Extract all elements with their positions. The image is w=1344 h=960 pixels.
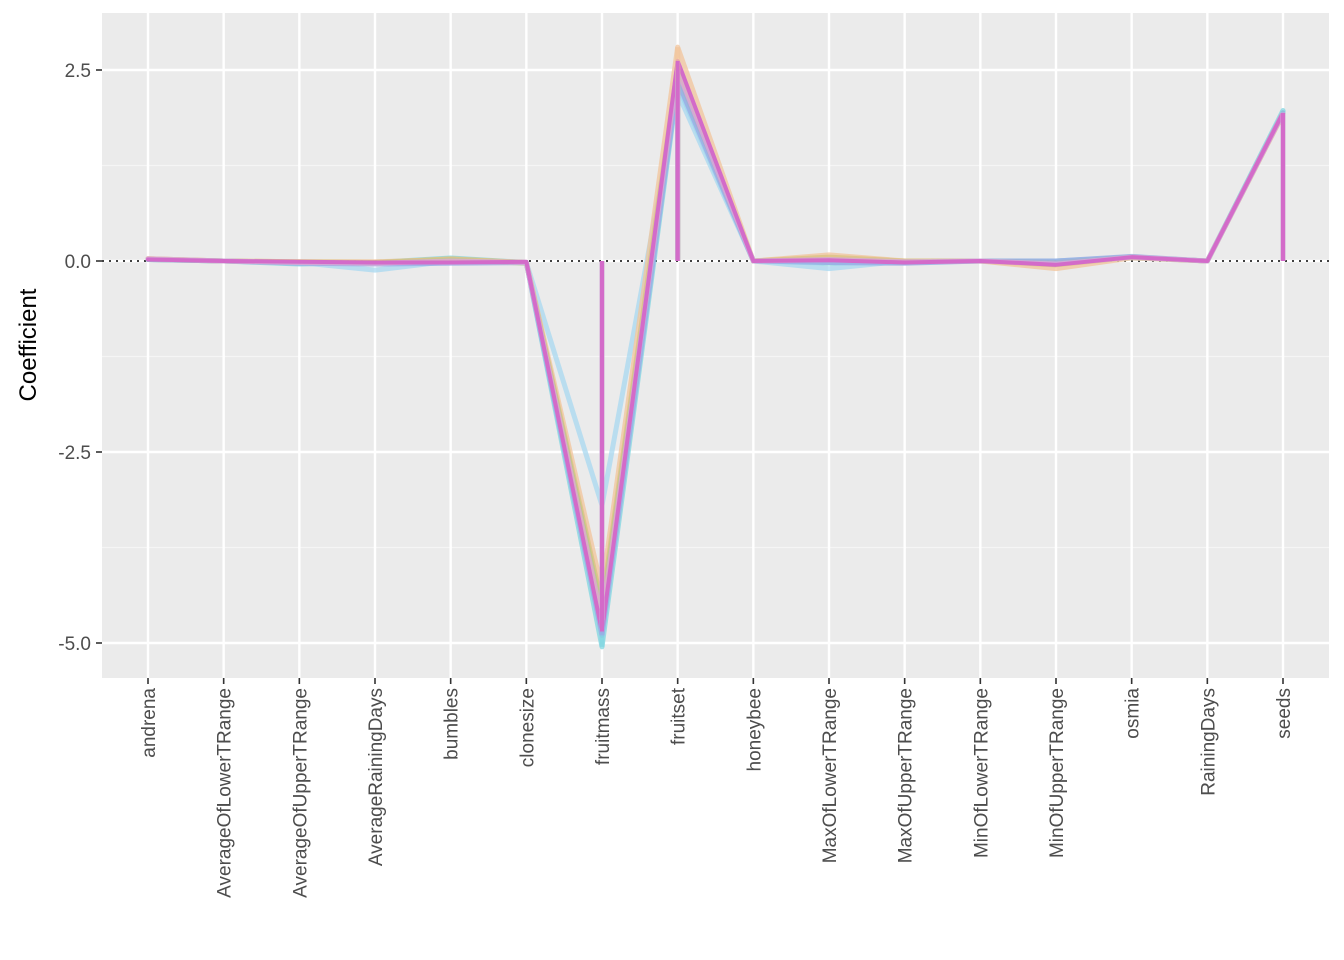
x-tick-label: seeds	[1274, 688, 1295, 739]
y-axis-title: Coefficient	[15, 288, 42, 401]
x-tick-label: MinOfUpperTRange	[1047, 688, 1068, 858]
plot-panel	[102, 13, 1329, 678]
x-tick-label: MaxOfUpperTRange	[896, 688, 917, 863]
x-tick-label: fruitset	[669, 687, 690, 745]
x-tick-label: clonesize	[517, 688, 538, 767]
x-tick-label: andrena	[139, 688, 160, 758]
x-tick-label: honeybee	[744, 688, 765, 771]
y-tick-label: 2.5	[65, 61, 91, 82]
x-tick-label: MinOfLowerTRange	[971, 688, 992, 858]
series-layer	[145, 44, 1286, 650]
y-axis: -5.0 -2.5 0.0 2.5	[58, 61, 102, 655]
y-tick-label: 0.0	[65, 252, 91, 273]
y-tick-label: -2.5	[58, 443, 91, 464]
x-tick-label: AverageOfLowerTRange	[215, 688, 236, 898]
x-tick-label: RainingDays	[1198, 688, 1219, 796]
x-tick-label: fruitmass	[593, 688, 614, 765]
series-line	[146, 58, 1285, 634]
x-tick-label: AverageOfUpperTRange	[290, 688, 311, 898]
y-tick-label: -5.0	[58, 634, 91, 655]
x-tick-label: MaxOfLowerTRange	[820, 688, 841, 863]
x-tick-label: AverageRainingDays	[366, 688, 387, 866]
x-tick-label: osmia	[1123, 688, 1144, 739]
x-axis: andrena AverageOfLowerTRange AverageOfUppe…	[139, 678, 1295, 898]
x-tick-label: bumbles	[442, 688, 463, 760]
